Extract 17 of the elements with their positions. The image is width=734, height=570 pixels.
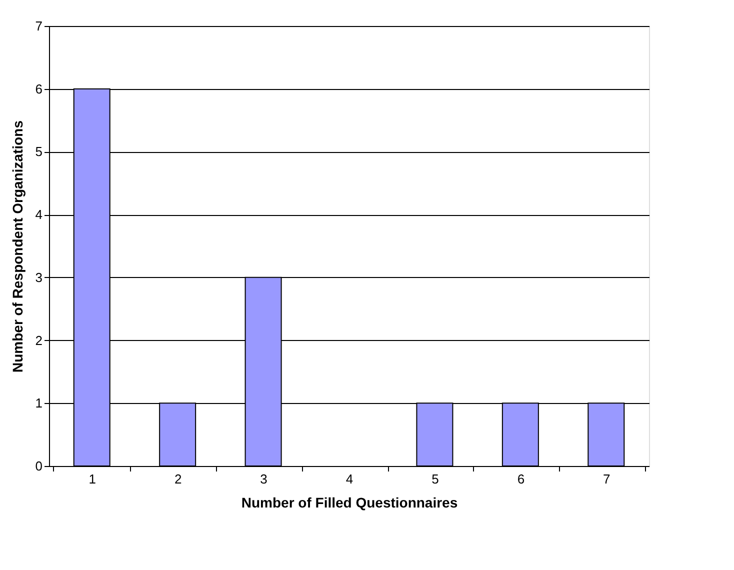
y-tick-label: 6	[35, 81, 42, 96]
x-tick-label: 1	[88, 472, 96, 486]
y-tick-label: 1	[35, 396, 42, 411]
x-tick-label: 3	[260, 472, 268, 486]
y-tick-label: 5	[35, 144, 42, 160]
y-axis-title: Number of Respondent Organizations	[9, 120, 26, 373]
y-tick-label: 3	[35, 270, 42, 285]
x-axis-title: Number of Filled Questionnaires	[241, 494, 458, 510]
x-tick-label: 5	[432, 472, 439, 486]
x-tick-label: 4	[346, 472, 354, 486]
y-tick-label: 0	[35, 458, 42, 474]
y-tick-label: 2	[35, 332, 42, 348]
y-tick-label: 7	[35, 18, 42, 34]
x-tick-label: 7	[603, 472, 610, 486]
y-tick-label: 4	[35, 207, 42, 222]
x-tick-label: 2	[174, 472, 182, 486]
x-tick-label: 6	[517, 472, 525, 486]
